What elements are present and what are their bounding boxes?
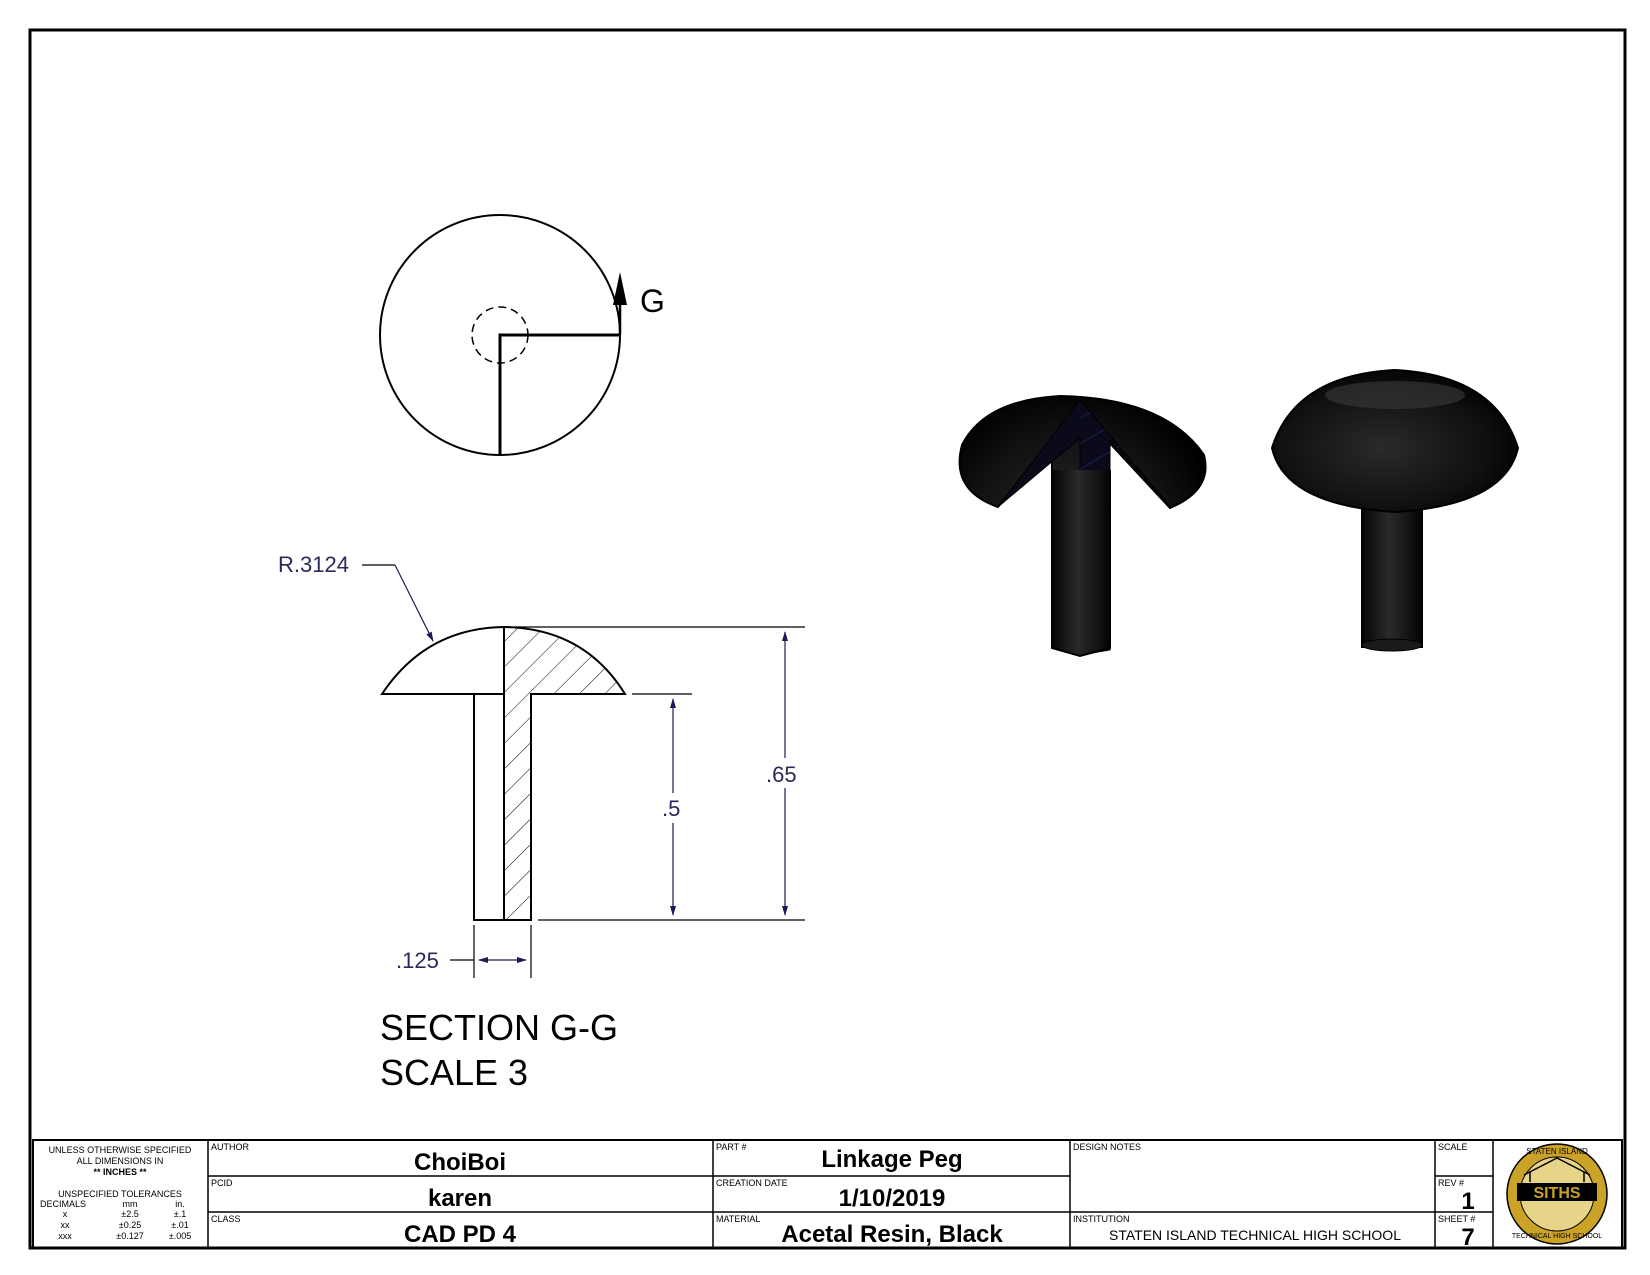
render-full-peg — [1270, 368, 1520, 652]
total-height-dimension-text: .65 — [766, 762, 797, 787]
class-label: CLASS — [211, 1214, 241, 1224]
dimensions: R.3124 .65 .5 .125 — [278, 552, 805, 978]
logo-center-text: SITHS — [1533, 1185, 1580, 1202]
tolerance-block: UNLESS OTHERWISE SPECIFIED ALL DIMENSION… — [40, 1145, 192, 1241]
pcid-label: PCID — [211, 1178, 233, 1188]
stem-width-dimension-text: .125 — [396, 948, 439, 973]
title-block: UNLESS OTHERWISE SPECIFIED ALL DIMENSION… — [32, 1139, 1623, 1251]
section-view: SECTION G-G SCALE 3 — [380, 625, 627, 1093]
sheet-value: 7 — [1461, 1224, 1474, 1251]
section-scale: SCALE 3 — [380, 1052, 528, 1093]
tol-row-xxx-mm: ±0.127 — [116, 1231, 143, 1241]
full-peg-dome — [1270, 368, 1520, 514]
dim-text-gap-stem — [660, 793, 688, 823]
school-logo: SITHS STATEN ISLAND TECHNICAL HIGH SCHOO… — [1506, 1143, 1608, 1245]
tol-col-decimals: DECIMALS — [40, 1199, 86, 1209]
tol-row-x-in: ±.1 — [174, 1209, 186, 1219]
section-hatched-region — [503, 625, 627, 921]
institution-value: STATEN ISLAND TECHNICAL HIGH SCHOOL — [1109, 1227, 1401, 1243]
render-cutaway-peg — [958, 394, 1207, 658]
tol-row-x-place: x — [63, 1209, 68, 1219]
tol-col-in: in. — [175, 1199, 185, 1209]
creation-date-value: 1/10/2019 — [839, 1185, 946, 1212]
cutting-plane-label: G — [640, 283, 665, 319]
rev-value: 1 — [1461, 1188, 1474, 1215]
top-view: G — [379, 214, 665, 456]
logo-top-text: STATEN ISLAND — [1526, 1147, 1588, 1156]
radius-dimension-text: R.3124 — [278, 552, 349, 577]
tol-row-xx-in: ±.01 — [171, 1220, 188, 1230]
cutting-plane-line — [498, 333, 620, 455]
tol-line-3: ** INCHES ** — [93, 1167, 147, 1177]
material-value: Acetal Resin, Black — [781, 1221, 1003, 1248]
stem-length-dimension-text: .5 — [662, 796, 680, 821]
tol-row-xx-place: xx — [61, 1220, 71, 1230]
tol-row-xxx-place: xxx — [58, 1231, 72, 1241]
tol-row-x-mm: ±2.5 — [121, 1209, 138, 1219]
author-label: AUTHOR — [211, 1142, 250, 1152]
tol-line-1: UNLESS OTHERWISE SPECIFIED — [49, 1145, 192, 1155]
section-title: SECTION G-G — [380, 1007, 618, 1048]
pcid-value: karen — [428, 1185, 492, 1212]
logo-bottom-text: TECHNICAL HIGH SCHOOL — [1512, 1233, 1602, 1240]
sheet-label: SHEET # — [1438, 1214, 1475, 1224]
full-peg-stem-end — [1361, 638, 1423, 652]
stem-left-half — [473, 693, 505, 921]
cutaway-stem — [1051, 470, 1111, 658]
tol-line-2: ALL DIMENSIONS IN — [77, 1156, 164, 1166]
part-value: Linkage Peg — [821, 1146, 962, 1173]
full-peg-stem — [1361, 504, 1423, 648]
head-left-half — [380, 625, 505, 695]
title-block-frame — [32, 1139, 1623, 1249]
tol-col-mm: mm — [123, 1199, 138, 1209]
scale-label: SCALE — [1438, 1142, 1468, 1152]
creation-date-label: CREATION DATE — [716, 1178, 788, 1188]
author-value: ChoiBoi — [414, 1149, 506, 1176]
class-value: CAD PD 4 — [404, 1221, 517, 1248]
tol-row-xxx-in: ±.005 — [169, 1231, 191, 1241]
radius-leader-arrow — [394, 564, 434, 642]
tol-line-4: UNSPECIFIED TOLERANCES — [58, 1189, 182, 1199]
cutting-plane-arrowhead — [613, 272, 627, 305]
institution-label: INSTITUTION — [1073, 1214, 1130, 1224]
material-label: MATERIAL — [716, 1214, 760, 1224]
dim-text-gap-total — [765, 758, 805, 788]
tol-row-xx-mm: ±0.25 — [119, 1220, 141, 1230]
part-label: PART # — [716, 1142, 747, 1152]
design-notes-label: DESIGN NOTES — [1073, 1142, 1141, 1152]
full-peg-dome-highlight — [1325, 381, 1465, 409]
rev-label: REV # — [1438, 1178, 1464, 1188]
